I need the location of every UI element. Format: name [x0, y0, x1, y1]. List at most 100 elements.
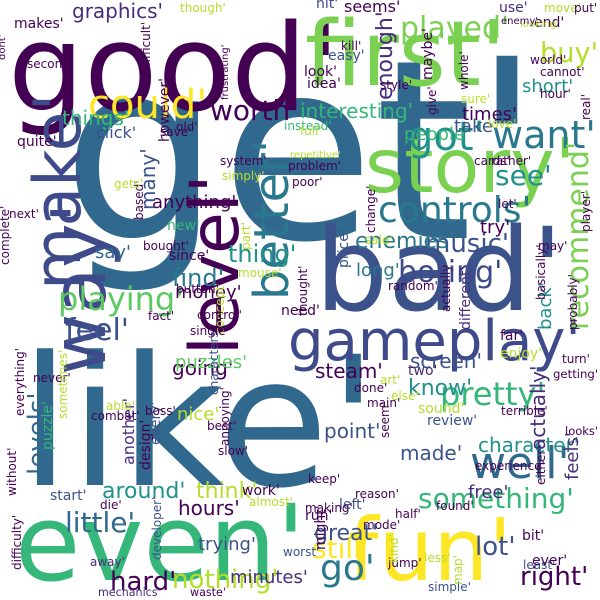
- cloud-word: many': [136, 148, 160, 210]
- cloud-word: simply': [222, 169, 265, 183]
- cloud-word: away': [90, 555, 125, 569]
- cloud-word: slow': [218, 444, 248, 458]
- cloud-word: say': [95, 242, 131, 263]
- cloud-word: cards': [474, 154, 510, 168]
- cloud-word: different': [458, 267, 474, 330]
- cloud-word: things': [62, 106, 129, 130]
- cloud-word: gets': [114, 177, 143, 191]
- cloud-word: hour': [540, 87, 571, 101]
- cloud-word: mouse': [238, 266, 282, 280]
- cloud-word: save': [160, 125, 191, 139]
- cloud-word: boss': [145, 404, 176, 418]
- cloud-word: player': [579, 191, 593, 232]
- cloud-word: nothing': [172, 565, 278, 595]
- cloud-word: give': [425, 86, 439, 115]
- cloud-word: rather': [491, 154, 531, 168]
- cloud-word: idea': [307, 76, 341, 92]
- cloud-word: though': [180, 1, 226, 15]
- cloud-word: even': [15, 482, 306, 600]
- cloud-word: get': [62, 6, 541, 297]
- cloud-word: see': [495, 159, 552, 192]
- cloud-word: part': [239, 222, 253, 250]
- cloud-word: fact': [148, 309, 174, 323]
- cloud-word: know': [408, 376, 472, 401]
- cloud-word: world': [530, 53, 566, 67]
- cloud-word: bought': [143, 239, 189, 253]
- cloud-word: around': [102, 479, 185, 504]
- cloud-word: waste': [190, 586, 226, 599]
- cloud-word: problem': [288, 159, 341, 173]
- cloud-word: look': [304, 64, 337, 80]
- cloud-word: pretty': [440, 375, 545, 413]
- cloud-word: probably': [566, 274, 580, 330]
- cloud-word: mechanics': [98, 586, 161, 599]
- cloud-word: let': [498, 197, 517, 211]
- cloud-word: character': [478, 433, 579, 457]
- cloud-word: thing': [228, 240, 296, 268]
- cloud-word: least': [523, 558, 555, 572]
- cloud-word: work': [242, 483, 280, 499]
- cloud-word: instead': [284, 119, 332, 133]
- cloud-word: times': [462, 104, 517, 125]
- cloud-word: poor': [292, 175, 323, 189]
- cloud-word: second': [27, 57, 73, 71]
- cloud-word: less': [424, 551, 451, 565]
- cloud-word: whole': [457, 51, 471, 90]
- cloud-word: recommend': [561, 142, 596, 330]
- cloud-word: made': [400, 441, 462, 465]
- cloud-word: jump': [387, 556, 422, 570]
- cloud-word: half': [395, 507, 421, 521]
- cloud-word: great': [314, 521, 378, 546]
- cloud-word: next': [9, 207, 39, 221]
- cloud-word: run': [305, 508, 332, 524]
- cloud-word: bad': [315, 204, 563, 338]
- cloud-word: want': [492, 113, 596, 157]
- cloud-word: basically': [534, 244, 548, 300]
- cloud-word: random': [388, 279, 438, 293]
- cloud-word: still': [312, 532, 369, 565]
- cloud-word: interesting': [300, 99, 413, 123]
- cloud-word: sale': [365, 233, 393, 247]
- cloud-word: hit': [316, 0, 338, 12]
- cloud-word: thought': [296, 266, 310, 316]
- cloud-word: style': [380, 78, 412, 92]
- cloud-word: puzzles': [175, 352, 247, 373]
- cloud-word: makes': [14, 16, 64, 32]
- cloud-word: change': [364, 186, 378, 233]
- cloud-word: almost': [249, 495, 293, 509]
- cloud-word: real': [579, 94, 593, 120]
- cloud-word: right': [520, 562, 588, 592]
- cloud-word: find': [172, 264, 224, 292]
- cloud-word: terrible': [501, 404, 548, 418]
- cloud-word: kill': [341, 39, 361, 53]
- cloud-word: everything': [13, 348, 27, 416]
- cloud-word: every': [148, 402, 164, 445]
- cloud-word: gameplay': [288, 309, 581, 374]
- cloud-word: map': [451, 555, 465, 585]
- cloud-word: enjoy': [500, 346, 542, 362]
- cloud-word: review': [427, 413, 477, 429]
- cloud-word: looking': [520, 19, 559, 30]
- cloud-word: based': [132, 180, 146, 220]
- cloud-word: price': [336, 229, 352, 268]
- cloud-word: done': [354, 381, 387, 395]
- cloud-word: move': [544, 1, 581, 15]
- cloud-word: getting': [553, 367, 598, 381]
- cloud-word: way': [35, 203, 123, 375]
- cloud-word: easy': [328, 48, 365, 64]
- cloud-word: take': [454, 116, 498, 137]
- cloud-word: fun': [348, 501, 512, 600]
- cloud-word: either': [534, 446, 548, 485]
- cloud-word: enemy': [501, 16, 538, 27]
- cloud-word: go': [320, 548, 375, 589]
- cloud-word: concept': [213, 283, 227, 334]
- cloud-word: make': [21, 94, 96, 290]
- cloud-word: developer': [150, 497, 164, 560]
- cloud-word: bit': [522, 528, 544, 544]
- cloud-word: kind': [387, 534, 401, 563]
- cloud-word: end': [534, 15, 564, 31]
- cloud-word: sometimes': [56, 350, 70, 419]
- cloud-word: system': [220, 154, 267, 168]
